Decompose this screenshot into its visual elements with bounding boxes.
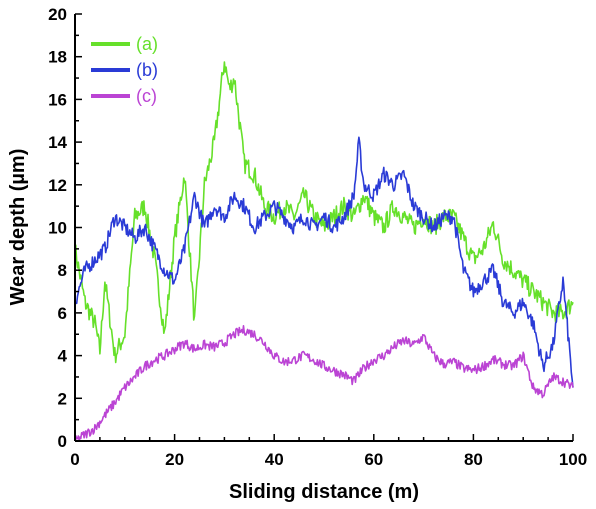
legend-label-b: (b)	[136, 60, 158, 80]
tick-labels: 0 2 4 6 8 10 12 14 16 18 20 0 20 40 60 80 100	[48, 5, 587, 469]
axes	[74, 13, 574, 442]
y-tick-label: 2	[58, 389, 67, 408]
legend: (a) (b) (c)	[91, 34, 158, 106]
y-tick-label: 20	[48, 5, 67, 24]
series-line-b	[74, 136, 574, 388]
y-tick-label: 16	[48, 90, 67, 109]
legend-label-a: (a)	[136, 34, 158, 54]
y-tick-label: 6	[58, 304, 67, 323]
legend-label-c: (c)	[136, 86, 157, 106]
x-tick-label: 0	[70, 450, 79, 469]
series-layer	[74, 61, 574, 442]
y-axis-title: Wear depth (µm)	[7, 149, 29, 306]
y-tick-label: 4	[58, 347, 68, 366]
x-tick-label: 60	[364, 450, 383, 469]
y-tick-label: 8	[58, 261, 67, 280]
y-tick-label: 18	[48, 48, 67, 67]
x-tick-label: 40	[265, 450, 284, 469]
y-tick-label: 0	[58, 432, 67, 451]
y-tick-label: 14	[48, 133, 67, 152]
series-line-a	[74, 61, 574, 364]
y-tick-label: 12	[48, 176, 67, 195]
series-line-c	[74, 324, 574, 442]
x-tick-label: 80	[464, 450, 483, 469]
x-tick-label: 20	[165, 450, 184, 469]
x-axis-title: Sliding distance (m)	[229, 481, 419, 503]
x-tick-label: 100	[559, 450, 587, 469]
y-tick-label: 10	[48, 219, 67, 238]
